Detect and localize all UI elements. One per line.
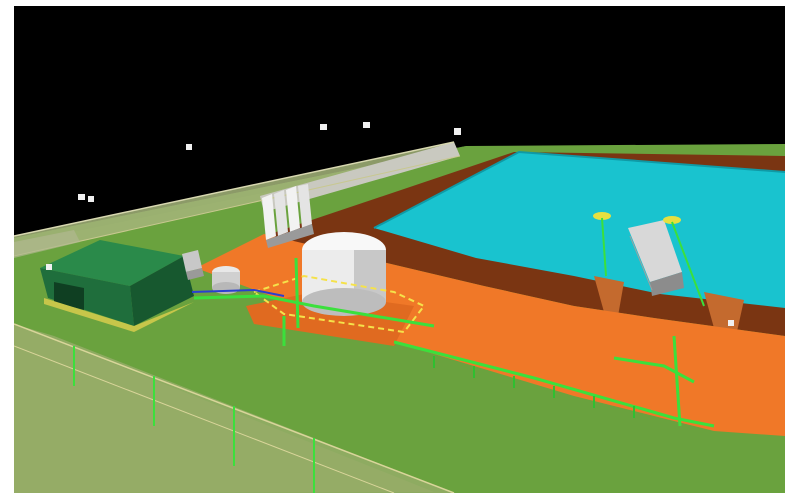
buoy-2 xyxy=(663,216,681,224)
buoy-1 xyxy=(593,212,611,220)
pipe-icon xyxy=(193,257,715,428)
side-fence xyxy=(14,230,80,258)
marker-icon xyxy=(46,122,734,326)
pipe-supports xyxy=(433,356,635,418)
buoy-line-2 xyxy=(671,221,705,307)
building-icon xyxy=(40,240,194,332)
panel-structure xyxy=(262,184,314,248)
spillway-1 xyxy=(594,276,624,316)
pond-edge xyxy=(373,150,785,229)
pond-water xyxy=(374,152,785,308)
perimeter-fence-back xyxy=(14,141,461,257)
scene-viewport xyxy=(14,6,785,493)
buoy-line-1 xyxy=(601,217,607,277)
storage-tank-icon xyxy=(302,232,386,316)
equipment-box xyxy=(182,250,204,280)
fence-icon xyxy=(14,323,455,493)
barge xyxy=(628,220,684,296)
facility-3d-scene xyxy=(14,6,785,493)
tank-containment xyxy=(251,274,426,334)
blue-pipe xyxy=(191,288,285,297)
